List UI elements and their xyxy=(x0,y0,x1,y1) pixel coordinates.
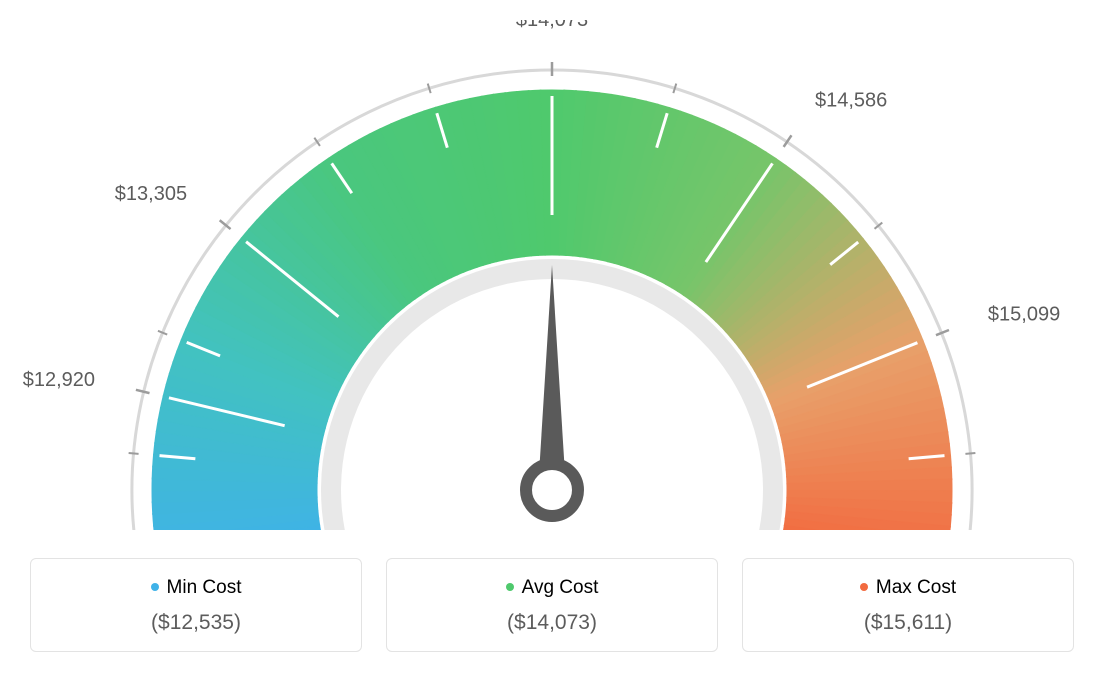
legend-value-min: ($12,535) xyxy=(41,611,351,635)
svg-text:$12,920: $12,920 xyxy=(23,369,95,391)
legend-value-max: ($15,611) xyxy=(753,611,1063,635)
legend-card-avg: Avg Cost ($14,073) xyxy=(386,558,718,652)
legend-title-avg: Avg Cost xyxy=(397,577,707,599)
dot-icon xyxy=(860,583,868,591)
legend-title-min: Min Cost xyxy=(41,577,351,599)
cost-gauge-chart: $12,535$12,920$13,305$14,073$14,586$15,0… xyxy=(20,20,1084,652)
svg-text:$13,305: $13,305 xyxy=(115,183,187,205)
dot-icon xyxy=(506,583,514,591)
legend-label: Min Cost xyxy=(167,577,242,598)
legend-card-max: Max Cost ($15,611) xyxy=(742,558,1074,652)
dot-icon xyxy=(151,583,159,591)
svg-text:$15,099: $15,099 xyxy=(988,303,1060,325)
gauge-svg: $12,535$12,920$13,305$14,073$14,586$15,0… xyxy=(20,20,1084,530)
legend-row: Min Cost ($12,535) Avg Cost ($14,073) Ma… xyxy=(20,558,1084,652)
svg-text:$14,073: $14,073 xyxy=(516,20,588,31)
legend-label: Max Cost xyxy=(876,577,956,598)
legend-card-min: Min Cost ($12,535) xyxy=(30,558,362,652)
svg-text:$14,586: $14,586 xyxy=(815,89,887,111)
legend-value-avg: ($14,073) xyxy=(397,611,707,635)
legend-title-max: Max Cost xyxy=(753,577,1063,599)
legend-label: Avg Cost xyxy=(522,577,599,598)
